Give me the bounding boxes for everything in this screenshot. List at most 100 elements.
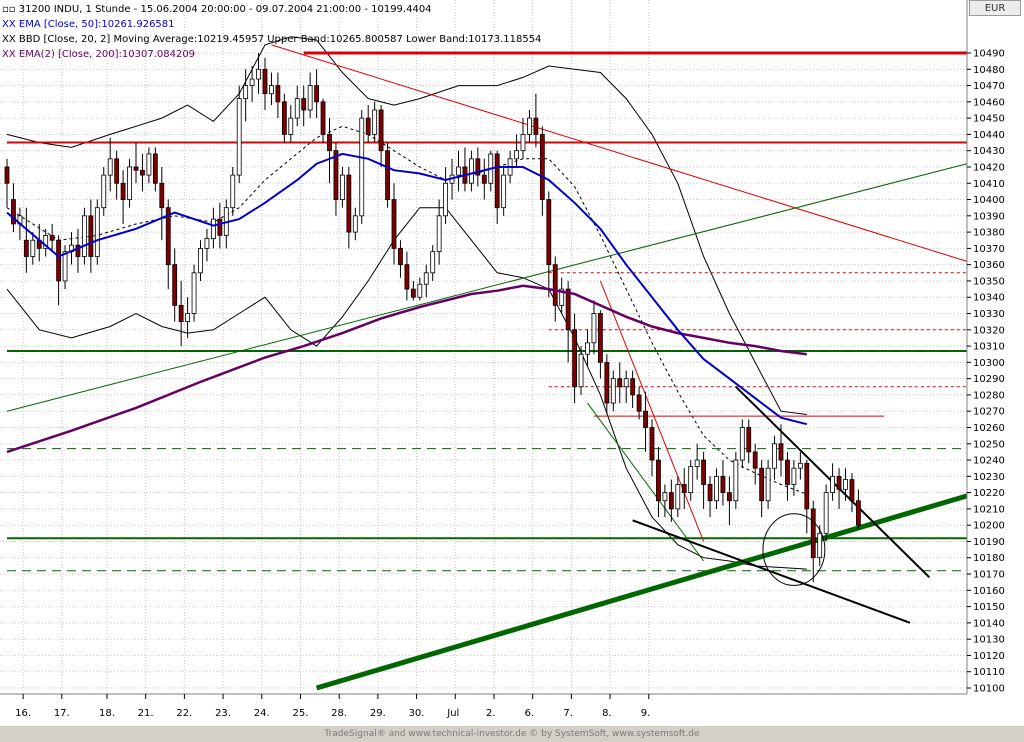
candle-body [701,459,706,485]
legend-toggle-icon[interactable]: XX [2,34,19,45]
candle-body [127,166,132,200]
y-tick-label: 10320 [973,325,1005,336]
y-tick-label: 10470 [973,81,1005,92]
candle-body [152,153,158,184]
candle-body [56,239,61,282]
candle-body [327,134,332,152]
ema200-line [6,284,807,454]
candle-body [436,215,442,253]
y-tick-label: 10240 [973,456,1005,467]
candle-body [333,150,339,200]
highlight-circle [762,513,826,586]
x-tick-label: 16. [15,708,31,719]
candle-body [120,182,126,200]
candle-body [210,218,216,240]
candle-body [82,215,87,257]
y-tick-label: 10300 [973,358,1005,369]
legend-toggle-icon[interactable]: ▫▫ [2,4,19,15]
ema50-text: EMA [Close, 50]:10261.926581 [18,19,175,30]
legend-title: ▫▫ 31200 INDU, 1 Stunde - 15.06.2004 20:… [2,2,541,17]
y-tick-label: 10450 [973,114,1005,125]
legend-toggle-icon[interactable]: XX [2,49,19,60]
candle-body [372,109,378,135]
y-tick-label: 10400 [973,195,1005,206]
x-tick-label: 9. [641,708,651,719]
legend-toggle-icon[interactable]: XX [2,19,19,30]
footer-credit: TradeSignal® and www.technical-investor.… [0,726,1024,742]
candle-body [643,410,648,428]
candle-body [281,101,287,135]
candle-body [849,479,855,502]
currency-label[interactable]: EUR [969,0,1021,16]
candle-body [527,117,532,135]
candle-body [185,313,191,323]
candle-body [830,475,835,494]
candle-body [481,174,487,184]
candle-body [301,98,307,111]
candle-body [114,158,120,184]
candle-body [133,166,139,171]
candle-body [30,239,36,257]
candle-body [378,109,384,152]
candle-body [636,394,642,412]
y-tick-label: 10460 [973,97,1005,108]
x-tick-label: 17. [54,708,70,719]
candle-body [269,85,274,95]
candle-body [668,492,674,510]
candle-body [810,508,816,559]
candle-body [585,342,590,355]
candle-body [778,443,784,461]
candle-body [688,466,694,494]
y-tick-label: 10200 [973,521,1005,532]
candle-body [759,467,765,502]
candle-body [494,153,500,209]
candle-body [159,182,165,209]
candle-body [346,174,352,233]
x-tick-label: 28. [331,708,347,719]
candle-body [733,459,739,502]
candle-body [339,174,345,200]
plot-area [0,0,967,694]
candle-body [430,251,436,274]
y-tick-label: 10230 [973,472,1005,483]
candle-body [217,218,223,236]
candle-body [256,68,261,80]
candle-body [707,484,713,502]
candle-body [823,492,829,534]
x-tick-label: 29. [370,708,386,719]
x-tick-label: 25. [292,708,308,719]
x-tick-label: 2. [486,708,496,719]
candle-body [417,283,423,298]
candle-body [456,166,461,176]
candle-body [630,378,636,396]
candle-body [75,244,81,257]
candle-body [391,199,397,249]
candle-body [765,467,771,502]
candle-body [172,264,178,306]
y-tick-label: 10330 [973,309,1005,320]
title-text: 31200 INDU, 1 Stunde - 15.06.2004 20:00:… [18,4,432,15]
candle-body [772,443,777,469]
y-tick-label: 10420 [973,162,1005,173]
candle-body [836,475,842,490]
candle-body [178,304,184,323]
candle-body [230,174,236,209]
candle-body [804,462,810,510]
candle-body [275,85,281,103]
candle-body [468,158,474,184]
candle-body [243,85,249,99]
candle-body [675,484,681,510]
candle-body [843,479,848,490]
candle-body [43,234,49,249]
candle-body [533,117,539,135]
candle-body [443,182,449,217]
y-tick-label: 10340 [973,293,1005,304]
x-tick-label: 30. [409,708,425,719]
candle-body [294,98,300,119]
candle-body [791,467,797,485]
y-tick-label: 10220 [973,488,1005,499]
candle-body [140,169,145,176]
y-tick-label: 10160 [973,586,1005,597]
